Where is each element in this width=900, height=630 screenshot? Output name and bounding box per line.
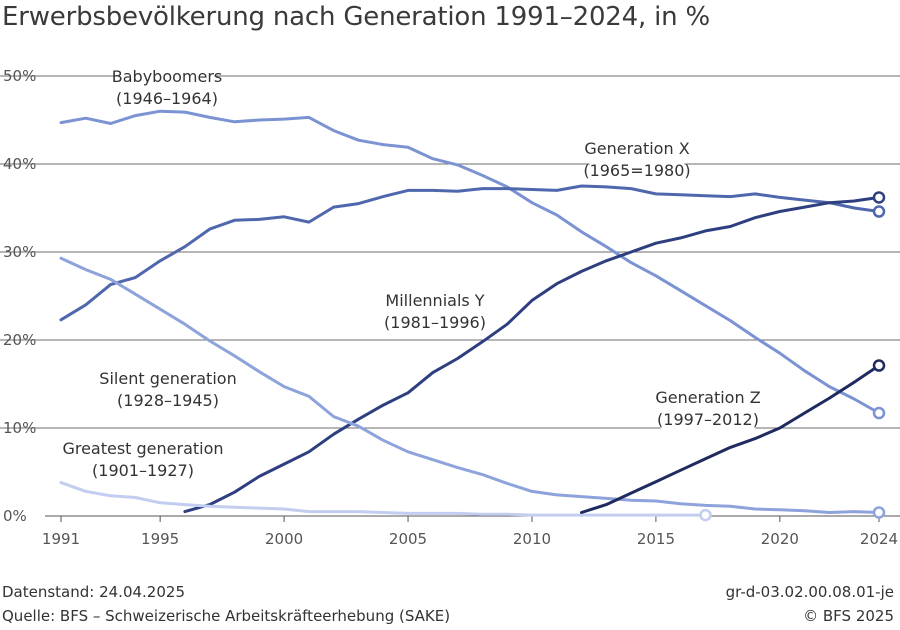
y-tick-label: 20% (3, 331, 36, 349)
series-label-generation-x: Generation X (584, 139, 689, 158)
chart-id: gr-d-03.02.00.08.01-je (725, 583, 894, 601)
series-line-greatest-generation (59, 481, 707, 517)
label-backdrop (94, 368, 242, 388)
y-tick-label: 40% (3, 155, 36, 173)
end-point-silent-generation (872, 506, 886, 519)
y-tick-label: 0% (3, 507, 27, 525)
label-backdrop (119, 66, 215, 86)
series-label-greatest-generation: Greatest generation (62, 439, 223, 458)
end-point-generation-x (872, 205, 886, 218)
x-tick-label: 2020 (761, 530, 799, 548)
label-backdrop (656, 387, 760, 407)
line-chart: 1991 1995 2000 2005 2010 2015 2020 2024 0% 10% 20… (0, 66, 900, 548)
series-lines (59, 109, 886, 522)
label-backdrop (660, 409, 756, 429)
end-point-babyboomers (872, 406, 886, 420)
series-label-silent-generation: Silent generation (99, 369, 236, 388)
x-tick-label: 2015 (637, 530, 675, 548)
series-line-silent-generation (59, 256, 881, 514)
label-backdrop (585, 138, 689, 158)
series-line-generation-z (580, 364, 881, 514)
series-label-millennials-y: (1981–1996) (384, 313, 486, 332)
x-tick-label: 2005 (389, 530, 427, 548)
y-axis: 0% 10% 20% 30% 40% 50% (3, 67, 36, 525)
series-line-babyboomers (59, 109, 881, 415)
label-backdrop (119, 88, 215, 108)
x-axis: 1991 1995 2000 2005 2010 2015 2020 2024 (42, 515, 900, 548)
x-tick-label: 2010 (513, 530, 551, 548)
series-label-babyboomers: (1946–1964) (116, 89, 218, 108)
y-tick-label: 50% (3, 67, 36, 85)
end-point-millennials-y (872, 191, 886, 204)
label-backdrop (379, 290, 491, 310)
series-label-silent-generation: (1928–1945) (117, 391, 219, 410)
source-note: Quelle: BFS – Schweizerische Arbeitskräf… (2, 607, 451, 625)
label-backdrop (61, 438, 225, 458)
series-label-generation-z: Generation Z (655, 388, 760, 407)
series-label-generation-z: (1997–2012) (657, 410, 759, 429)
label-backdrop (95, 460, 191, 480)
label-backdrop (120, 390, 216, 410)
y-tick-label: 30% (3, 243, 36, 261)
label-backdrop (387, 312, 483, 332)
label-backdrop (589, 160, 685, 180)
series-line-generation-x (59, 184, 881, 322)
series-label-greatest-generation: (1901–1927) (92, 461, 194, 480)
series-labels: Babyboomers (1946–1964) Generation X (1965=… (61, 66, 761, 480)
x-tick-label: 2024 (860, 530, 898, 548)
x-tick-label: 1995 (141, 530, 179, 548)
y-tick-label: 10% (3, 419, 36, 437)
series-line-millennials-y (183, 195, 881, 514)
series-label-millennials-y: Millennials Y (385, 291, 484, 310)
copyright-note: © BFS 2025 (803, 607, 894, 625)
end-point-greatest-generation (699, 508, 712, 522)
x-tick-label: 2000 (265, 530, 303, 548)
end-point-generation-z (872, 359, 886, 372)
series-label-babyboomers: Babyboomers (112, 67, 222, 86)
x-tick-label: 1991 (42, 530, 80, 548)
series-label-generation-x: (1965=1980) (583, 161, 690, 180)
data-date-note: Datenstand: 24.04.2025 (2, 583, 185, 601)
chart-title: Erwerbsbevölkerung nach Generation 1991–… (2, 2, 710, 32)
